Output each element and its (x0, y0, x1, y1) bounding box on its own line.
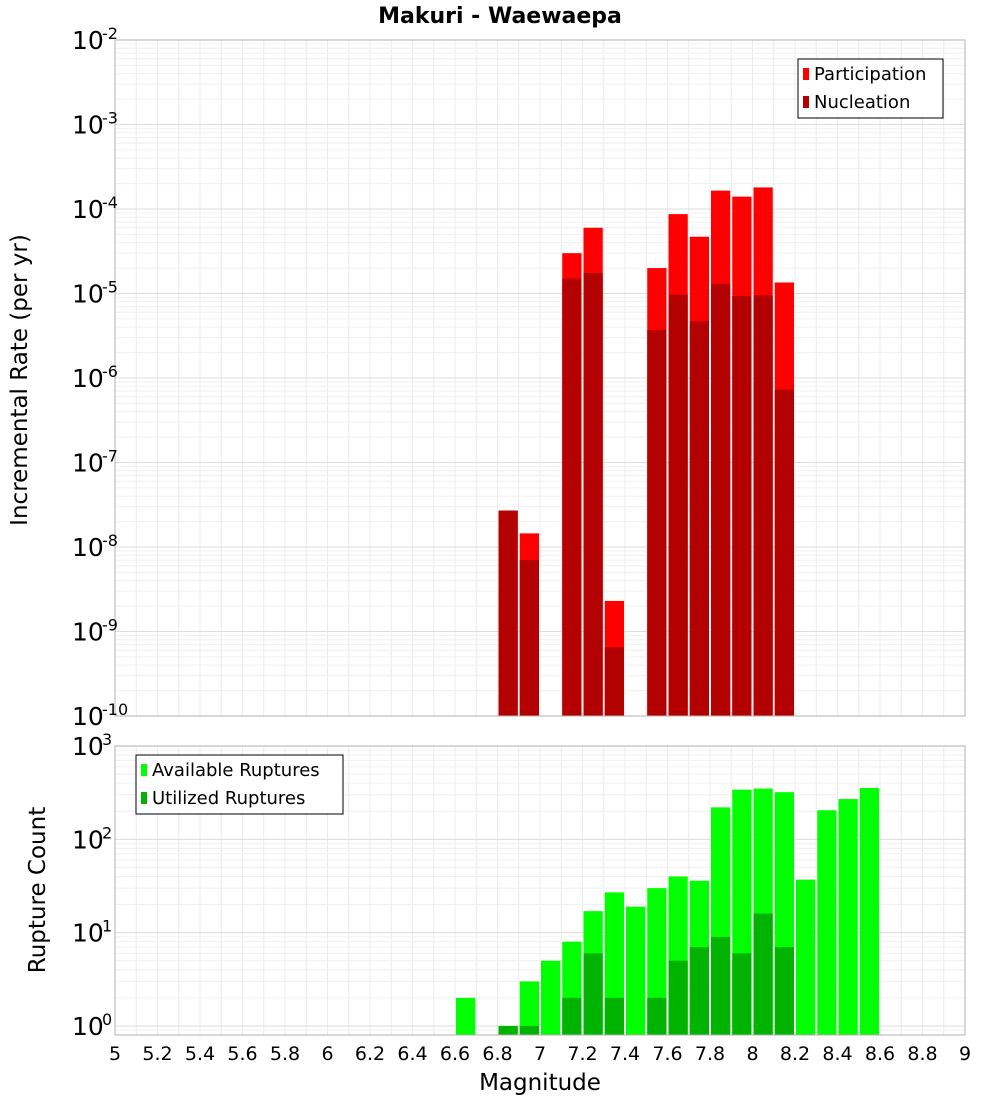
x-tick-label: 6.8 (482, 1043, 512, 1065)
count-bar-utilized-ruptures (498, 1025, 518, 1035)
rate-bar-nucleation (774, 389, 794, 716)
x-tick-label: 7.8 (695, 1043, 725, 1065)
count-bar-available-ruptures (859, 787, 879, 1035)
x-tick-label: 5.8 (270, 1043, 300, 1065)
x-tick-label: 5.4 (185, 1043, 215, 1065)
rate-y-tick-exponent: -5 (102, 278, 118, 297)
rate-legend-swatch (803, 96, 809, 108)
count-bar-utilized-ruptures (774, 947, 794, 1035)
x-tick-label: 8.2 (780, 1043, 810, 1065)
x-tick-label: 5 (109, 1043, 121, 1065)
count-legend-label: Utilized Ruptures (152, 788, 305, 809)
rate-y-tick-label: 10 (72, 449, 104, 478)
rate-panel: 10-1010-910-810-710-610-510-410-310-2Par… (72, 24, 966, 731)
count-bar-utilized-ruptures (519, 1025, 539, 1035)
rate-bar-nucleation (583, 272, 603, 716)
rate-y-tick-label: 10 (72, 111, 104, 140)
rate-bar-nucleation (732, 296, 752, 716)
x-tick-label: 5.2 (142, 1043, 172, 1065)
x-tick-label: 6.2 (355, 1043, 385, 1065)
rate-y-tick-exponent: -7 (102, 447, 118, 466)
count-bar-available-ruptures (626, 906, 646, 1035)
rate-y-tick-exponent: -6 (102, 362, 118, 381)
x-tick-label: 8 (746, 1043, 758, 1065)
rate-y-tick-label: 10 (72, 702, 104, 731)
x-tick-label: 6.4 (397, 1043, 427, 1065)
count-bar-available-ruptures (796, 879, 816, 1035)
rate-y-tick-exponent: -2 (102, 24, 118, 43)
rate-legend-swatch (803, 68, 809, 80)
x-axis-label: Magnitude (479, 1070, 601, 1096)
count-y-tick-exponent: 1 (102, 917, 112, 936)
count-bar-utilized-ruptures (562, 997, 582, 1035)
count-bar-utilized-ruptures (668, 960, 688, 1035)
count-y-tick-exponent: 3 (102, 730, 112, 749)
x-tick-label: 5.6 (227, 1043, 257, 1065)
rate-y-tick-label: 10 (72, 533, 104, 562)
count-bar-available-ruptures (541, 960, 561, 1035)
count-bar-available-ruptures (519, 981, 539, 1035)
rate-bar-nucleation (668, 294, 688, 716)
rate-legend-label: Participation (814, 64, 926, 85)
rate-y-tick-label: 10 (72, 618, 104, 647)
count-y-tick-label: 10 (72, 732, 104, 761)
count-legend-swatch (141, 792, 147, 804)
count-legend-swatch (141, 764, 147, 776)
rate-y-tick-exponent: -4 (102, 193, 118, 212)
rate-y-tick-label: 10 (72, 364, 104, 393)
x-tick-label: 8.4 (822, 1043, 852, 1065)
rate-y-tick-exponent: -10 (102, 700, 128, 719)
x-tick-label: 7.2 (567, 1043, 597, 1065)
count-bar-utilized-ruptures (753, 913, 773, 1035)
rate-bar-nucleation (562, 278, 582, 716)
rate-y-tick-label: 10 (72, 280, 104, 309)
rate-bar-nucleation (711, 283, 731, 716)
count-bar-available-ruptures (456, 997, 476, 1035)
x-tick-label: 7 (534, 1043, 546, 1065)
x-tick-label: 6 (321, 1043, 333, 1065)
count-bar-utilized-ruptures (732, 953, 752, 1035)
count-bar-utilized-ruptures (583, 953, 603, 1035)
x-tick-label: 6.6 (440, 1043, 470, 1065)
rate-legend (797, 58, 944, 119)
count-y-tick-exponent: 0 (102, 1010, 112, 1029)
rate-bar-nucleation (689, 321, 709, 716)
rate-bar-nucleation (604, 647, 624, 716)
rate-bar-nucleation (647, 329, 667, 716)
rate-plot-border (114, 39, 966, 717)
count-bar-utilized-ruptures (711, 936, 731, 1035)
y-axis-label-rate: Incremental Rate (per yr) (7, 234, 33, 526)
rate-y-tick-label: 10 (72, 195, 104, 224)
count-bar-available-ruptures (838, 799, 858, 1035)
rate-bar-nucleation (519, 560, 539, 716)
count-y-tick-label: 10 (72, 1012, 104, 1041)
count-legend (135, 754, 344, 815)
rate-bar-nucleation (498, 510, 518, 716)
x-tick-label: 9 (959, 1043, 971, 1065)
count-y-tick-label: 10 (72, 919, 104, 948)
rate-legend-label: Nucleation (814, 92, 910, 113)
count-bar-utilized-ruptures (604, 997, 624, 1035)
x-tick-label: 8.6 (865, 1043, 895, 1065)
rate-y-tick-exponent: -8 (102, 531, 118, 550)
y-axis-label-count: Rupture Count (25, 807, 51, 973)
rate-y-tick-label: 10 (72, 26, 104, 55)
rate-y-tick-exponent: -3 (102, 109, 118, 128)
x-tick-label: 8.8 (907, 1043, 937, 1065)
x-tick-label: 7.6 (652, 1043, 682, 1065)
count-y-tick-exponent: 2 (102, 823, 112, 842)
x-tick-label: 7.4 (610, 1043, 640, 1065)
count-legend-label: Available Ruptures (152, 760, 320, 781)
count-bar-utilized-ruptures (647, 997, 667, 1035)
count-bar-available-ruptures (817, 810, 837, 1035)
count-bar-utilized-ruptures (689, 947, 709, 1035)
count-y-tick-label: 10 (72, 825, 104, 854)
rate-bar-nucleation (753, 295, 773, 716)
rate-y-tick-exponent: -9 (102, 616, 118, 635)
count-plot-border (114, 745, 966, 1036)
chart-title: Makuri - Waewaepa (378, 4, 622, 29)
